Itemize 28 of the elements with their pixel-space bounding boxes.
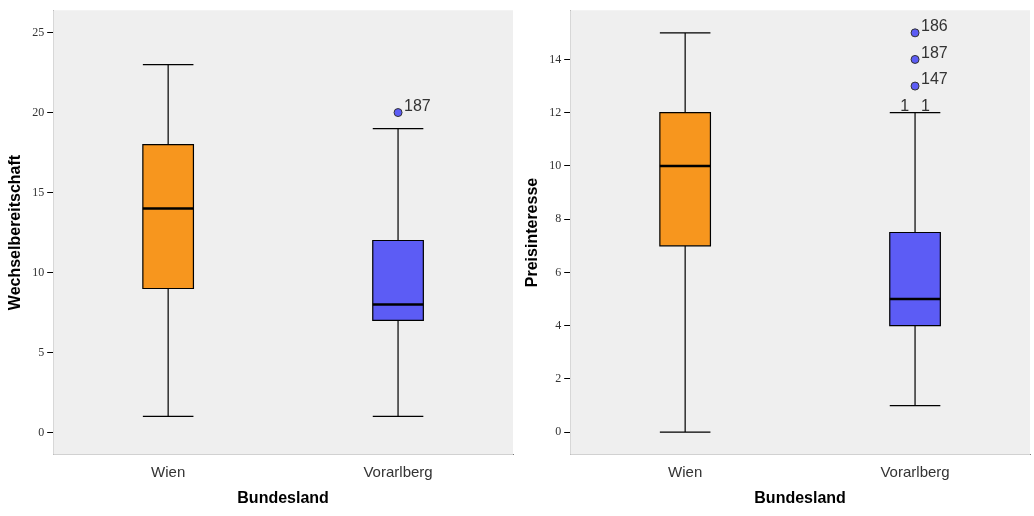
x-tick-label: Wien: [668, 462, 703, 480]
y-tick-label: 0: [38, 424, 45, 439]
y-tick-label: 20: [32, 104, 45, 119]
y-tick-label: 25: [32, 24, 45, 39]
y-axis-title: Wechselbereitschaft: [6, 154, 24, 311]
annotation: 187: [404, 96, 431, 114]
y-tick-label: 4: [555, 317, 562, 332]
x-tick-label: Wien: [151, 462, 186, 480]
y-tick-label: 14: [549, 51, 562, 66]
y-tick-label: 12: [549, 104, 562, 119]
y-tick-label: 10: [549, 158, 562, 173]
y-tick-label: 6: [555, 264, 562, 279]
annotation: 186: [921, 17, 948, 35]
x-tick-label: Vorarlberg: [880, 462, 950, 480]
annotation: 1: [900, 97, 910, 115]
y-tick-label: 10: [32, 264, 45, 279]
annotation: 187: [921, 43, 948, 61]
annotation: 147: [921, 70, 948, 88]
y-tick-label: 8: [555, 211, 562, 226]
x-axis-title: Bundesland: [754, 488, 846, 506]
x-axis-title: Bundesland: [237, 488, 329, 506]
y-tick-label: 15: [32, 184, 45, 199]
annotation: 1: [921, 97, 931, 115]
y-tick-label: 5: [38, 344, 45, 359]
y-axis-title: Preisinteresse: [523, 177, 541, 288]
y-tick-label: 2: [555, 371, 562, 386]
x-tick-label: Vorarlberg: [363, 462, 433, 480]
y-tick-label: 0: [555, 424, 562, 439]
